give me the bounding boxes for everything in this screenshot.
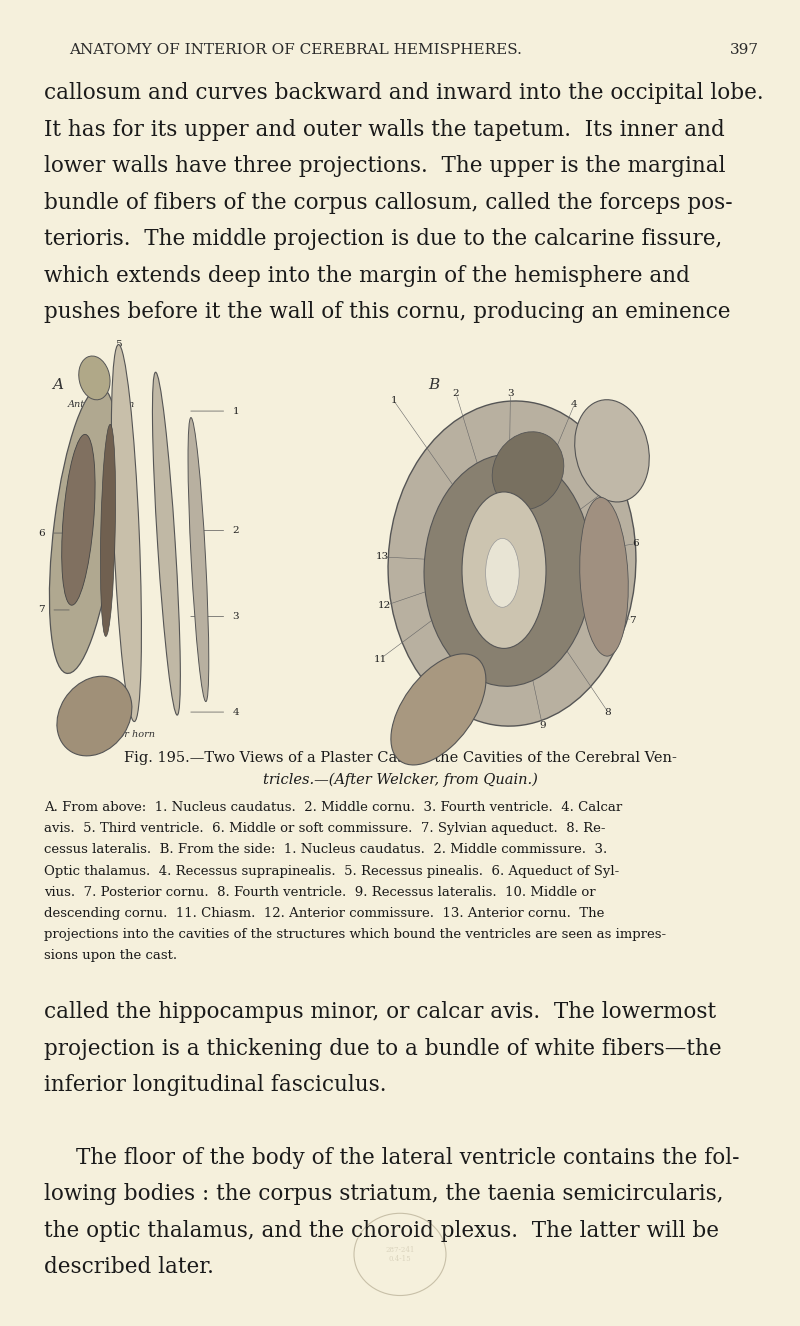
Text: 1: 1 xyxy=(233,407,239,415)
Text: A. From above:  1. Nucleus caudatus.  2. Middle cornu.  3. Fourth ventricle.  4.: A. From above: 1. Nucleus caudatus. 2. M… xyxy=(44,801,622,814)
Ellipse shape xyxy=(188,418,209,701)
Text: sions upon the cast.: sions upon the cast. xyxy=(44,949,177,963)
Text: tricles.—(After Welcker, from Quain.): tricles.—(After Welcker, from Quain.) xyxy=(262,772,538,786)
Ellipse shape xyxy=(153,373,180,715)
Text: 287-241
0.4-15: 287-241 0.4-15 xyxy=(386,1246,414,1262)
Text: projection is a thickening due to a bundle of white fibers—the: projection is a thickening due to a bund… xyxy=(44,1037,722,1059)
Ellipse shape xyxy=(574,399,650,503)
Text: The floor of the body of the lateral ventricle contains the fol-: The floor of the body of the lateral ven… xyxy=(76,1147,739,1170)
Text: bundle of fibers of the corpus callosum, called the forceps pos-: bundle of fibers of the corpus callosum,… xyxy=(44,192,733,213)
Text: cessus lateralis.  B. From the side:  1. Nucleus caudatus.  2. Middle commissure: cessus lateralis. B. From the side: 1. N… xyxy=(44,843,607,857)
Text: 5: 5 xyxy=(629,467,635,475)
Ellipse shape xyxy=(462,492,546,648)
Text: which extends deep into the margin of the hemisphere and: which extends deep into the margin of th… xyxy=(44,265,690,286)
Ellipse shape xyxy=(111,345,142,721)
Text: 4: 4 xyxy=(571,400,578,408)
Text: 8: 8 xyxy=(605,708,611,716)
Text: lowing bodies : the corpus striatum, the taenia semicircularis,: lowing bodies : the corpus striatum, the… xyxy=(44,1183,723,1205)
Text: described later.: described later. xyxy=(44,1257,214,1278)
Text: projections into the cavities of the structures which bound the ventricles are s: projections into the cavities of the str… xyxy=(44,928,666,941)
Text: 7: 7 xyxy=(38,606,45,614)
Ellipse shape xyxy=(486,538,519,607)
Ellipse shape xyxy=(57,676,132,756)
Text: 4: 4 xyxy=(233,708,239,716)
Text: 7: 7 xyxy=(629,617,635,625)
Text: vius.  7. Posterior cornu.  8. Fourth ventricle.  9. Recessus lateralis.  10. Mi: vius. 7. Posterior cornu. 8. Fourth vent… xyxy=(44,886,596,899)
Ellipse shape xyxy=(50,387,118,674)
Text: descending cornu.  11. Chiasm.  12. Anterior commissure.  13. Anterior cornu.  T: descending cornu. 11. Chiasm. 12. Anteri… xyxy=(44,907,604,920)
Text: 13: 13 xyxy=(376,553,389,561)
Text: 11: 11 xyxy=(374,655,386,663)
Text: It has for its upper and outer walls the tapetum.  Its inner and: It has for its upper and outer walls the… xyxy=(44,119,725,141)
Text: lower walls have three projections.  The upper is the marginal: lower walls have three projections. The … xyxy=(44,155,726,178)
Text: Posterior horn: Posterior horn xyxy=(84,729,155,739)
Text: avis.  5. Third ventricle.  6. Middle or soft commissure.  7. Sylvian aqueduct. : avis. 5. Third ventricle. 6. Middle or s… xyxy=(44,822,606,835)
Text: 6: 6 xyxy=(633,540,639,548)
Text: callosum and curves backward and inward into the occipital lobe.: callosum and curves backward and inward … xyxy=(44,82,764,105)
Text: 5: 5 xyxy=(115,341,122,349)
Text: Optic thalamus.  4. Recessus suprapinealis.  5. Recessus pinealis.  6. Aqueduct : Optic thalamus. 4. Recessus suprapineali… xyxy=(44,865,619,878)
Text: Anterior horn: Anterior horn xyxy=(68,400,135,410)
Text: 12: 12 xyxy=(378,602,390,610)
Ellipse shape xyxy=(62,435,95,605)
Text: called the hippocampus minor, or calcar avis.  The lowermost: called the hippocampus minor, or calcar … xyxy=(44,1001,716,1024)
Text: ANATOMY OF INTERIOR OF CEREBRAL HEMISPHERES.: ANATOMY OF INTERIOR OF CEREBRAL HEMISPHE… xyxy=(70,44,522,57)
Text: A: A xyxy=(52,378,63,392)
Text: 9: 9 xyxy=(539,721,546,729)
Ellipse shape xyxy=(492,432,564,509)
Text: Fig. 195.—Two Views of a Plaster Cast of the Cavities of the Cerebral Ven-: Fig. 195.—Two Views of a Plaster Cast of… xyxy=(123,751,677,765)
Text: 8: 8 xyxy=(93,721,99,729)
Text: 2: 2 xyxy=(233,526,239,534)
Text: inferior longitudinal fasciculus.: inferior longitudinal fasciculus. xyxy=(44,1074,386,1097)
Text: 2: 2 xyxy=(453,390,459,398)
Text: 3: 3 xyxy=(507,390,514,398)
Text: 6: 6 xyxy=(38,529,45,537)
Text: the optic thalamus, and the choroid plexus.  The latter will be: the optic thalamus, and the choroid plex… xyxy=(44,1220,719,1242)
Text: 1: 1 xyxy=(390,396,397,404)
Text: pushes before it the wall of this cornu, producing an eminence: pushes before it the wall of this cornu,… xyxy=(44,301,730,324)
Ellipse shape xyxy=(78,355,110,400)
Ellipse shape xyxy=(580,497,628,656)
Text: 10: 10 xyxy=(442,721,454,729)
Ellipse shape xyxy=(388,400,636,727)
Ellipse shape xyxy=(424,453,592,687)
Text: 3: 3 xyxy=(233,613,239,621)
Text: terioris.  The middle projection is due to the calcarine fissure,: terioris. The middle projection is due t… xyxy=(44,228,722,251)
Ellipse shape xyxy=(101,424,115,636)
Text: B: B xyxy=(428,378,439,392)
Ellipse shape xyxy=(391,654,486,765)
Text: 397: 397 xyxy=(730,44,758,57)
